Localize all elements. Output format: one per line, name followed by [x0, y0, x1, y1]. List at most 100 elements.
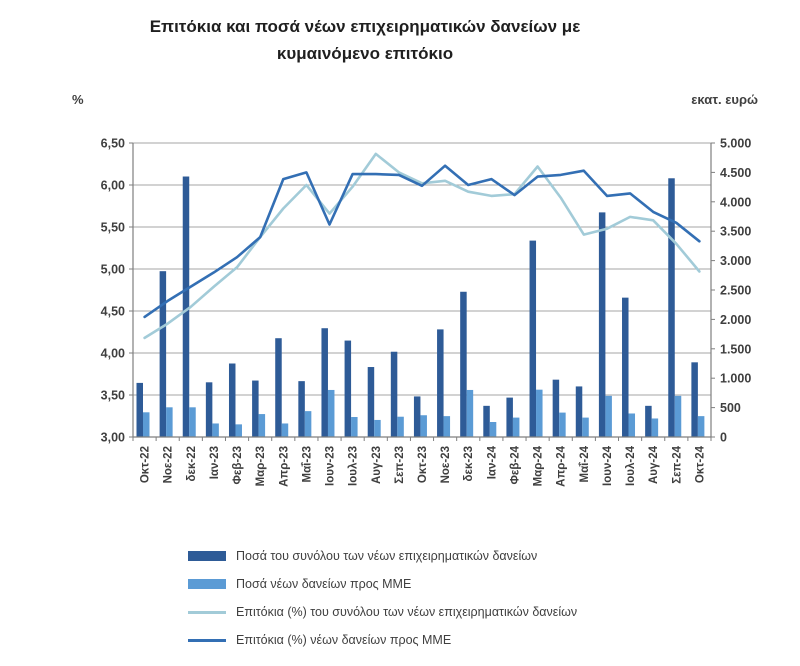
y-tick-label-right: 2.000: [720, 313, 751, 327]
bar-amounts-sme: [327, 389, 335, 437]
bar-amounts-sme: [628, 413, 636, 437]
y-tick-label-right: 0: [720, 431, 727, 445]
y-tick-label-left: 6,50: [101, 137, 125, 151]
legend-swatch-rate-total: [188, 610, 226, 614]
x-tick-label: Οκτ-22: [140, 446, 152, 483]
x-tick-label: δεκ-23: [463, 446, 475, 481]
legend-swatch-amounts-total: [188, 551, 226, 561]
bar-amounts-sme: [189, 407, 196, 437]
bar-amounts-sme: [420, 415, 427, 437]
y-tick-label-left: 5,50: [101, 221, 125, 235]
legend-swatch-rate-sme: [188, 638, 226, 642]
bar-amounts-total: [182, 176, 190, 438]
bar-amounts-total: [252, 380, 259, 437]
x-tick-label: Απρ-24: [556, 445, 568, 486]
bar-amounts-total: [645, 405, 652, 437]
bar-amounts-sme: [143, 412, 150, 437]
bar-amounts-total: [390, 351, 398, 437]
y-tick-label-right: 4.000: [720, 195, 751, 209]
bar-amounts-total: [344, 340, 352, 437]
legend-label-rate-total: Επιτόκια (%) του συνόλου των νέων επιχει…: [236, 605, 578, 619]
right-axis-unit-label: εκατ. ευρώ: [691, 92, 758, 107]
x-tick-label: Φεβ-24: [509, 445, 521, 484]
y-tick-label-right: 4.500: [720, 166, 751, 180]
y-tick-label-right: 500: [720, 401, 741, 415]
bar-amounts-total: [622, 297, 629, 437]
y-tick-label-right: 1.000: [720, 372, 751, 386]
bar-amounts-total: [506, 397, 513, 437]
bar-amounts-total: [575, 386, 583, 437]
legend-swatch-amounts-sme: [188, 579, 226, 589]
x-tick-label: Αυγ-24: [648, 445, 660, 484]
bar-amounts-total: [159, 271, 167, 437]
legend-label-amounts-sme: Ποσά νέων δανείων προς ΜΜΕ: [236, 577, 412, 591]
x-tick-label: Οκτ-24: [694, 445, 706, 483]
bar-amounts-sme: [281, 423, 289, 437]
y-tick-label-left: 5,00: [101, 263, 125, 277]
x-tick-label: Μαρ-24: [533, 445, 545, 486]
bar-amounts-total: [413, 396, 421, 437]
bar-amounts-total: [552, 379, 560, 437]
chart-title-line2: κυμαινόμενο επιτόκιο: [276, 44, 454, 63]
legend-item-rate-sme: Επιτόκια (%) νέων δανείων προς ΜΜΕ: [188, 633, 577, 647]
bar-amounts-sme: [536, 389, 543, 437]
x-tick-label: Ιαν-24: [486, 445, 498, 479]
chart-title: Επιτόκια και ποσά νέων επιχειρηματικών δ…: [0, 13, 730, 67]
bar-amounts-sme: [512, 417, 520, 437]
legend-item-rate-total: Επιτόκια (%) του συνόλου των νέων επιχει…: [188, 605, 577, 619]
bar-amounts-sme: [397, 416, 404, 437]
bar-amounts-total: [298, 381, 305, 437]
y-tick-label-left: 4,50: [101, 305, 125, 319]
bar-amounts-total: [460, 291, 467, 437]
y-tick-label-right: 1.500: [720, 342, 751, 356]
y-tick-label-left: 4,00: [101, 347, 125, 361]
x-tick-label: Σεπ-24: [671, 445, 683, 483]
left-axis-unit-label: %: [72, 92, 84, 107]
legend-label-amounts-total: Ποσά του συνόλου των νέων επιχειρηματικώ…: [236, 549, 538, 563]
x-tick-label: Οκτ-23: [417, 446, 429, 483]
y-tick-label-right: 3.500: [720, 225, 751, 239]
bar-amounts-total: [691, 362, 698, 437]
bar-amounts-total: [437, 329, 444, 437]
bar-amounts-sme: [212, 423, 219, 437]
x-tick-label: δεκ-22: [186, 446, 198, 481]
y-tick-label-left: 3,50: [101, 389, 125, 403]
bar-amounts-total: [598, 212, 606, 437]
line-rate-sme: [143, 164, 701, 319]
x-tick-label: Μαρ-23: [255, 446, 267, 486]
line-rate-total: [143, 152, 701, 340]
chart-title-line1: Επιτόκια και ποσά νέων επιχειρηματικών δ…: [149, 17, 581, 36]
legend-item-amounts-sme: Ποσά νέων δανείων προς ΜΜΕ: [188, 577, 577, 591]
x-tick-label: Απρ-23: [278, 446, 290, 487]
bar-amounts-total: [205, 382, 213, 437]
x-tick-label: Ιουλ-23: [348, 446, 360, 486]
y-tick-label-right: 5.000: [720, 137, 751, 151]
y-tick-label-right: 3.000: [720, 254, 751, 268]
x-tick-label: Ιαν-23: [209, 446, 221, 479]
bar-amounts-sme: [489, 422, 497, 437]
x-tick-label: Αυγ-23: [371, 446, 383, 484]
x-tick-label: Σεπ-23: [394, 446, 406, 484]
bar-amounts-sme: [466, 389, 474, 437]
legend-item-amounts-total: Ποσά του συνόλου των νέων επιχειρηματικώ…: [188, 549, 577, 563]
bar-amounts-total: [275, 338, 282, 437]
x-tick-label: Νοε-23: [440, 446, 452, 483]
bar-amounts-total: [483, 405, 490, 437]
bar-amounts-sme: [674, 395, 682, 437]
bar-amounts-sme: [374, 419, 381, 437]
x-tick-label: Ιουλ-24: [625, 445, 637, 486]
bar-amounts-sme: [443, 416, 451, 437]
x-tick-label: Ιουν-24: [602, 445, 614, 486]
bar-amounts-sme: [304, 411, 312, 437]
bar-amounts-total: [367, 367, 375, 437]
bar-amounts-sme: [651, 418, 659, 437]
legend-label-rate-sme: Επιτόκια (%) νέων δανείων προς ΜΜΕ: [236, 633, 452, 647]
y-tick-label-right: 2.500: [720, 284, 751, 298]
x-tick-label: Φεβ-23: [232, 446, 244, 485]
bar-amounts-sme: [582, 417, 589, 437]
x-tick-label: Μαΐ-24: [579, 445, 591, 482]
y-tick-label-left: 6,00: [101, 179, 125, 193]
x-tick-label: Ιουν-23: [325, 446, 337, 486]
y-tick-label-left: 3,00: [101, 431, 125, 445]
bar-amounts-sme: [605, 395, 612, 437]
